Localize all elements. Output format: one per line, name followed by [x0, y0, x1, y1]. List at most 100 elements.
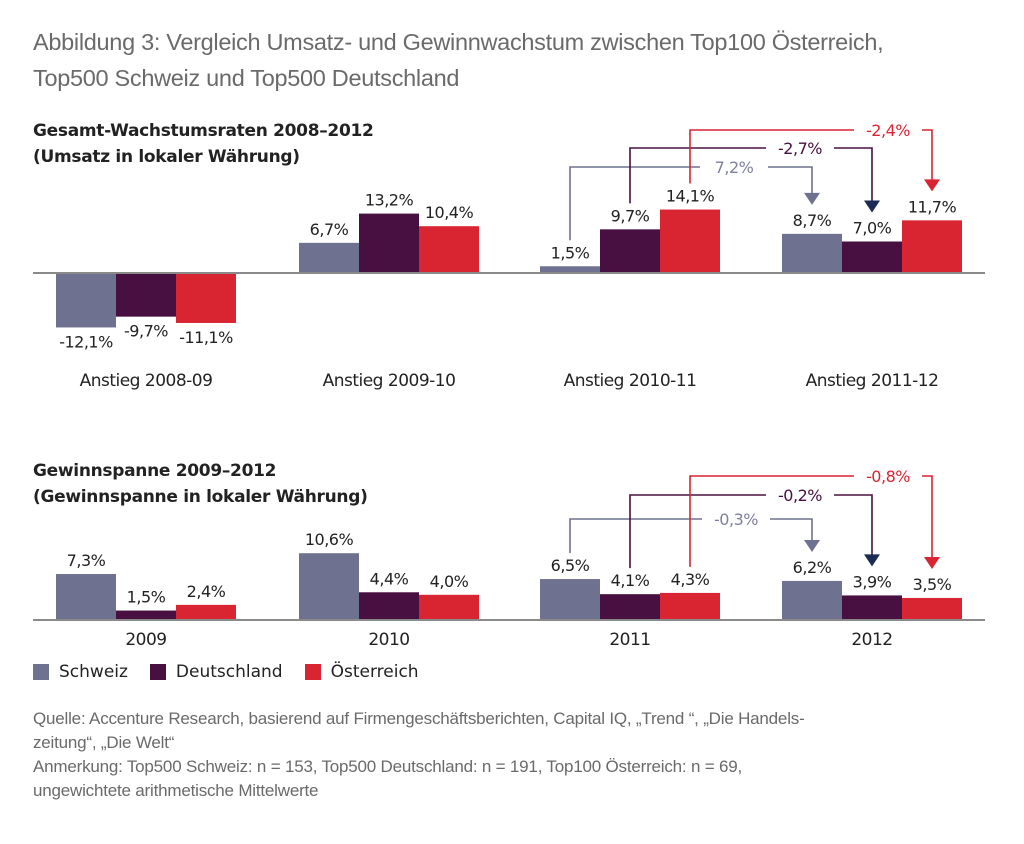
- legend: Schweiz Deutschland Österreich: [33, 662, 441, 682]
- chart2-title: Gewinnspanne 2009–2012: [33, 461, 277, 481]
- legend-label-schweiz: Schweiz: [59, 662, 128, 682]
- chart1-value-label: 14,1%: [666, 187, 715, 206]
- chart1-bar-schweiz-0: [56, 273, 116, 328]
- legend-swatch-deutschland: [149, 664, 166, 680]
- chart1-bar-deutschland-3: [842, 241, 902, 273]
- chart2-category-label: 2009: [125, 630, 166, 650]
- chart2-bar-oesterreich-2: [660, 592, 720, 620]
- chart2-arrowhead-icon: [924, 556, 940, 569]
- remark-line-1: Anmerkung: Top500 Schweiz: n = 153, Top5…: [33, 757, 743, 776]
- figure-title-line-2: Top500 Schweiz und Top500 Deutschland: [33, 65, 460, 91]
- chart1-arrowhead-icon: [924, 179, 940, 192]
- chart1-value-label: -9,7%: [124, 322, 168, 341]
- chart2-change-label: -0,8%: [866, 467, 910, 486]
- figure-title: Abbildung 3: Vergleich Umsatz- und Gewin…: [33, 24, 993, 96]
- chart2-value-label: 4,3%: [671, 570, 710, 589]
- chart2-bar-deutschland-0: [116, 610, 176, 620]
- chart1-value-label: 9,7%: [611, 206, 650, 225]
- chart2-value-label: 3,5%: [913, 575, 952, 594]
- chart1-bar-deutschland-1: [359, 213, 419, 273]
- legend-item-schweiz: Schweiz: [33, 662, 128, 682]
- chart1-category-label: Anstieg 2010-11: [564, 371, 697, 391]
- chart2-value-label: 1,5%: [127, 588, 166, 607]
- legend-item-oesterreich: Österreich: [304, 662, 419, 682]
- chart2-value-label: 2,4%: [187, 582, 226, 601]
- chart2-value-label: 10,6%: [305, 530, 354, 549]
- notes: Quelle: Accenture Research, basierend au…: [33, 707, 993, 803]
- legend-item-deutschland: Deutschland: [149, 662, 283, 682]
- chart1-value-label: 11,7%: [908, 197, 957, 216]
- chart1-value-label: 8,7%: [793, 211, 832, 230]
- chart1-change-connector-deutschland: [629, 147, 766, 204]
- chart1-bar-oesterreich-1: [419, 226, 479, 273]
- chart2-bar-schweiz-3: [782, 580, 842, 620]
- chart2-change-connector-schweiz: [569, 518, 702, 554]
- legend-label-deutschland: Deutschland: [175, 662, 283, 682]
- chart2-change-label: -0,3%: [714, 510, 758, 529]
- chart1-bar-deutschland-0: [116, 273, 176, 317]
- chart1-category-label: Anstieg 2011-12: [806, 371, 939, 391]
- chart2-bar-schweiz-0: [56, 574, 116, 620]
- chart1-bar-schweiz-2: [540, 266, 600, 273]
- chart2-arrowhead-icon: [864, 554, 880, 567]
- chart2-arrowhead-icon: [804, 539, 820, 552]
- chart1-change-label: -2,7%: [778, 139, 822, 158]
- chart1-arrowhead-icon: [804, 192, 820, 205]
- chart1-change-connector-schweiz: [768, 166, 813, 194]
- chart2-change-connector-oesterreich: [922, 475, 933, 558]
- chart2-bar-oesterreich-0: [176, 604, 236, 620]
- chart2-bar-oesterreich-3: [902, 597, 962, 620]
- chart1-change-label: 7,2%: [715, 158, 754, 177]
- chart1-value-label: 7,0%: [853, 219, 892, 238]
- chart2-change-label: -0,2%: [778, 486, 822, 505]
- chart1-change-connector-oesterreich: [689, 129, 854, 184]
- chart1-category-label: Anstieg 2008-09: [80, 371, 213, 391]
- source-line-2: zeitung“, „Die Welt“: [33, 733, 175, 752]
- chart2-change-connector-deutschland: [834, 494, 873, 556]
- chart2-value-label: 4,1%: [611, 571, 650, 590]
- chart2-subtitle: (Gewinnspanne in lokaler Währung): [33, 487, 368, 507]
- chart1-value-label: 13,2%: [365, 191, 414, 210]
- chart1-change-connector-schweiz: [569, 166, 700, 241]
- chart2-value-label: 4,4%: [370, 569, 409, 588]
- chart2-change-connector-schweiz: [770, 518, 813, 541]
- chart2-value-label: 3,9%: [853, 572, 892, 591]
- chart2-value-label: 6,5%: [551, 556, 590, 575]
- chart2-value-label: 4,0%: [430, 572, 469, 591]
- chart2-change-connector-oesterreich: [689, 475, 854, 567]
- remark-line-2: ungewichtete arithmetische Mittelwerte: [33, 781, 319, 800]
- chart1-bar-oesterreich-0: [176, 273, 236, 323]
- figure-title-line-1: Abbildung 3: Vergleich Umsatz- und Gewin…: [33, 29, 884, 55]
- chart2-bar-schweiz-2: [540, 579, 600, 620]
- chart2-change-connector-deutschland: [629, 494, 766, 569]
- chart1-bar-schweiz-1: [299, 242, 359, 273]
- chart1-value-label: 1,5%: [551, 243, 590, 262]
- chart1-arrowhead-icon: [864, 200, 880, 213]
- chart1-title: Gesamt-Wachstumsraten 2008–2012: [33, 121, 374, 141]
- chart1-heading: Gesamt-Wachstumsraten 2008–2012 (Umsatz …: [33, 118, 374, 170]
- chart2-heading: Gewinnspanne 2009–2012 (Gewinnspanne in …: [33, 458, 368, 510]
- chart2-bar-deutschland-3: [842, 595, 902, 620]
- legend-label-oesterreich: Österreich: [330, 662, 419, 682]
- chart2-category-label: 2010: [368, 630, 409, 650]
- chart2-bar-oesterreich-1: [419, 594, 479, 620]
- chart1-value-label: 10,4%: [425, 203, 474, 222]
- chart1-value-label: 6,7%: [310, 220, 349, 239]
- source-line-1: Quelle: Accenture Research, basierend au…: [33, 709, 805, 728]
- legend-swatch-oesterreich: [304, 664, 321, 680]
- chart2-bar-deutschland-2: [600, 594, 660, 620]
- chart1-bar-oesterreich-3: [902, 220, 962, 273]
- chart1-change-connector-deutschland: [834, 147, 873, 202]
- chart1-value-label: -12,1%: [59, 332, 113, 351]
- chart1-bar-deutschland-2: [600, 229, 660, 273]
- chart2-bar-schweiz-1: [299, 553, 359, 620]
- chart1-change-connector-oesterreich: [922, 129, 933, 181]
- chart2-value-label: 7,3%: [67, 551, 106, 570]
- chart1-category-label: Anstieg 2009-10: [323, 371, 456, 391]
- chart2-category-label: 2011: [609, 630, 650, 650]
- chart1-value-label: -11,1%: [179, 328, 233, 347]
- chart1-bar-schweiz-3: [782, 233, 842, 273]
- chart2-bar-deutschland-1: [359, 592, 419, 620]
- chart2-value-label: 6,2%: [793, 558, 832, 577]
